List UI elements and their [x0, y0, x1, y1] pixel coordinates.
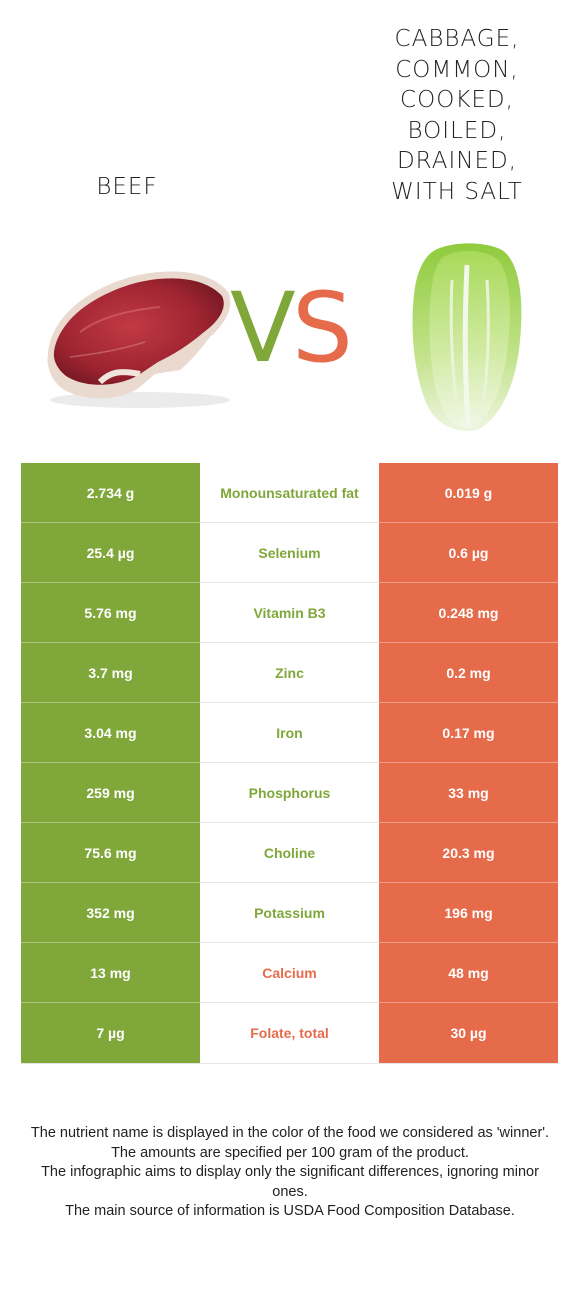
nutrient-name: Choline	[200, 823, 379, 883]
right-value: 0.17 mg	[379, 703, 558, 763]
right-value: 48 mg	[379, 943, 558, 1003]
nutrient-name: Folate, total	[200, 1003, 379, 1063]
row-divider	[21, 762, 200, 763]
table-row: 259 mg Phosphorus 33 mg	[21, 763, 558, 823]
beef-image	[47, 271, 231, 408]
row-divider	[200, 762, 379, 763]
table-row: 5.76 mg Vitamin B3 0.248 mg	[21, 583, 558, 643]
row-divider	[379, 942, 558, 943]
right-value: 0.6 µg	[379, 523, 558, 583]
nutrient-name: Iron	[200, 703, 379, 763]
nutrient-name: Selenium	[200, 523, 379, 583]
row-divider	[379, 642, 558, 643]
nutrient-name: Calcium	[200, 943, 379, 1003]
table-row: 352 mg Potassium 196 mg	[21, 883, 558, 943]
row-divider	[21, 882, 200, 883]
row-divider	[200, 642, 379, 643]
left-value: 7 µg	[21, 1003, 200, 1063]
footer-line: The infographic aims to display only the…	[41, 1164, 539, 1200]
table-row: 75.6 mg Choline 20.3 mg	[21, 823, 558, 883]
left-value: 13 mg	[21, 943, 200, 1003]
row-divider	[200, 942, 379, 943]
footer-notes: The nutrient name is displayed in the co…	[30, 1124, 550, 1222]
row-divider	[379, 762, 558, 763]
footer-line: The amounts are specified per 100 gram o…	[111, 1144, 469, 1161]
table-row: 7 µg Folate, total 30 µg	[21, 1003, 558, 1063]
nutrient-name: Vitamin B3	[200, 583, 379, 643]
right-value: 0.019 g	[379, 463, 558, 523]
nutrient-name: Potassium	[200, 883, 379, 943]
row-divider	[379, 522, 558, 523]
comparison-table: 2.734 g Monounsaturated fat 0.019 g 25.4 µg…	[21, 463, 558, 1063]
table-row: 13 mg Calcium 48 mg	[21, 943, 558, 1003]
nutrient-name: Zinc	[200, 643, 379, 703]
row-divider	[21, 942, 200, 943]
right-value: 0.248 mg	[379, 583, 558, 643]
nutrient-name: Phosphorus	[200, 763, 379, 823]
left-value: 25.4 µg	[21, 523, 200, 583]
table-row: 3.7 mg Zinc 0.2 mg	[21, 643, 558, 703]
row-divider	[21, 822, 200, 823]
row-divider	[200, 822, 379, 823]
nutrient-name: Monounsaturated fat	[200, 463, 379, 523]
table-bottom-border	[21, 1063, 558, 1064]
row-divider	[379, 822, 558, 823]
right-value: 33 mg	[379, 763, 558, 823]
row-divider	[21, 1002, 200, 1003]
right-food-title: Cabbage, common, cooked, boiled, drained…	[391, 26, 523, 205]
row-divider	[21, 642, 200, 643]
right-value: 196 mg	[379, 883, 558, 943]
row-divider	[200, 522, 379, 523]
row-divider	[379, 1002, 558, 1003]
vs-label: V S	[228, 272, 353, 384]
row-divider	[21, 702, 200, 703]
row-divider	[379, 882, 558, 883]
table-row: 2.734 g Monounsaturated fat 0.019 g	[21, 463, 558, 523]
left-value: 3.04 mg	[21, 703, 200, 763]
table-row: 3.04 mg Iron 0.17 mg	[21, 703, 558, 763]
row-divider	[200, 582, 379, 583]
row-divider	[200, 702, 379, 703]
row-divider	[379, 702, 558, 703]
left-value: 75.6 mg	[21, 823, 200, 883]
right-value: 30 µg	[379, 1003, 558, 1063]
left-value: 352 mg	[21, 883, 200, 943]
vs-letter-v: V	[230, 272, 296, 384]
table-row: 25.4 µg Selenium 0.6 µg	[21, 523, 558, 583]
left-value: 5.76 mg	[21, 583, 200, 643]
row-divider	[200, 882, 379, 883]
row-divider	[200, 1002, 379, 1003]
left-value: 3.7 mg	[21, 643, 200, 703]
footer-line: The main source of information is USDA F…	[65, 1203, 515, 1219]
left-value: 2.734 g	[21, 463, 200, 523]
row-divider	[21, 582, 200, 583]
left-value: 259 mg	[21, 763, 200, 823]
vs-letter-s: S	[292, 272, 353, 384]
footer-line: The nutrient name is displayed in the co…	[30, 1125, 550, 1141]
row-divider	[21, 522, 200, 523]
right-value: 0.2 mg	[379, 643, 558, 703]
left-food-title: Beef	[96, 174, 158, 200]
row-divider	[379, 582, 558, 583]
cabbage-image	[412, 243, 522, 431]
right-value: 20.3 mg	[379, 823, 558, 883]
